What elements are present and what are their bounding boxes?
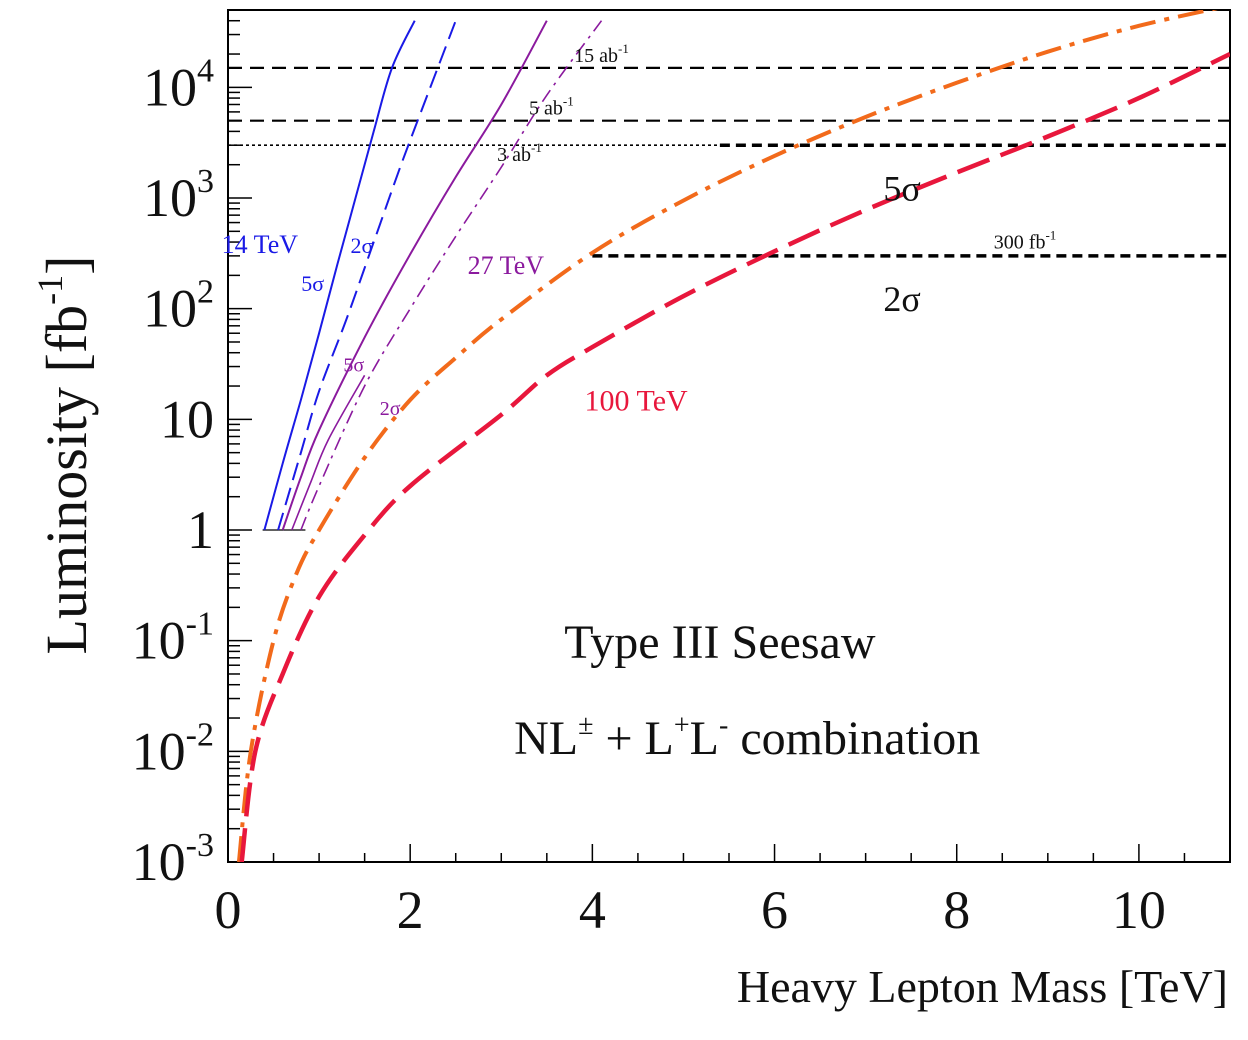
- series-14-tev-5: [263, 20, 416, 531]
- annotation-2: 2σ: [350, 233, 373, 258]
- annotation-14-tev: 14 TeV: [222, 230, 299, 259]
- annotation-5: 5σ: [343, 355, 364, 377]
- series-14-tev-2: [277, 20, 457, 531]
- annotation-5: 5σ: [301, 271, 324, 296]
- annotation-type-iii-seesaw: Type III Seesaw: [564, 616, 876, 669]
- annotation-100-tev: 100 TeV: [585, 385, 689, 418]
- combination-label: NL± + L+L- combination: [514, 710, 980, 765]
- x-tick-label: 10: [1112, 880, 1166, 940]
- y-tick-label: 102: [143, 274, 214, 339]
- y-tick-label: 10-3: [132, 827, 214, 892]
- x-axis-title: Heavy Lepton Mass [TeV]: [737, 961, 1228, 1012]
- x-tick-label: 6: [761, 880, 788, 940]
- y-axis-title: Luminosity [fb-1]: [30, 256, 99, 655]
- x-tick-label: 4: [579, 880, 606, 940]
- series-27-tev-2-band-lower: [291, 374, 366, 531]
- y-tick-label: 10-1: [132, 606, 214, 671]
- axis-ticks: 0 2 4 6 8 10 10-3 10-2 10-1 1 10 102 103 104: [132, 9, 1231, 940]
- annotation-27-tev: 27 TeV: [468, 251, 545, 280]
- y-tick-label: 10-2: [132, 716, 214, 781]
- ref-line-label: 5 ab-1: [529, 93, 574, 119]
- y-tick-label: 104: [143, 52, 214, 117]
- annotation-5: 5σ: [883, 168, 920, 208]
- series-27-tev-5: [281, 20, 548, 531]
- ref-line-label: 3 ab-1: [497, 140, 542, 166]
- annotations: 15 ab-15 ab-1 3 ab-1 300 fb-1 14 TeV 2σ 5σ 27 …: [222, 41, 1057, 765]
- axis-labels: Heavy Lepton Mass [TeV] Luminosity [fb-1]: [30, 256, 1228, 1012]
- ref-line-label: 15 ab-1: [574, 41, 629, 67]
- annotation-2: 2σ: [883, 279, 920, 319]
- x-tick-label: 8: [943, 880, 970, 940]
- x-tick-label: 2: [397, 880, 424, 940]
- y-tick-label: 1: [187, 500, 214, 560]
- x-tick-label: 0: [215, 880, 242, 940]
- series-100-tev-5: [236, 10, 1219, 862]
- series-27-tev-2: [300, 20, 603, 531]
- annotation-2: 2σ: [380, 398, 401, 420]
- reference-lines: [228, 66, 1230, 258]
- y-tick-label: 10: [160, 389, 214, 449]
- y-tick-label: 103: [143, 163, 214, 228]
- series-group: [236, 10, 1230, 862]
- series-100-tev-2: [239, 51, 1230, 862]
- ref-line-label: 300 fb-1: [994, 227, 1057, 253]
